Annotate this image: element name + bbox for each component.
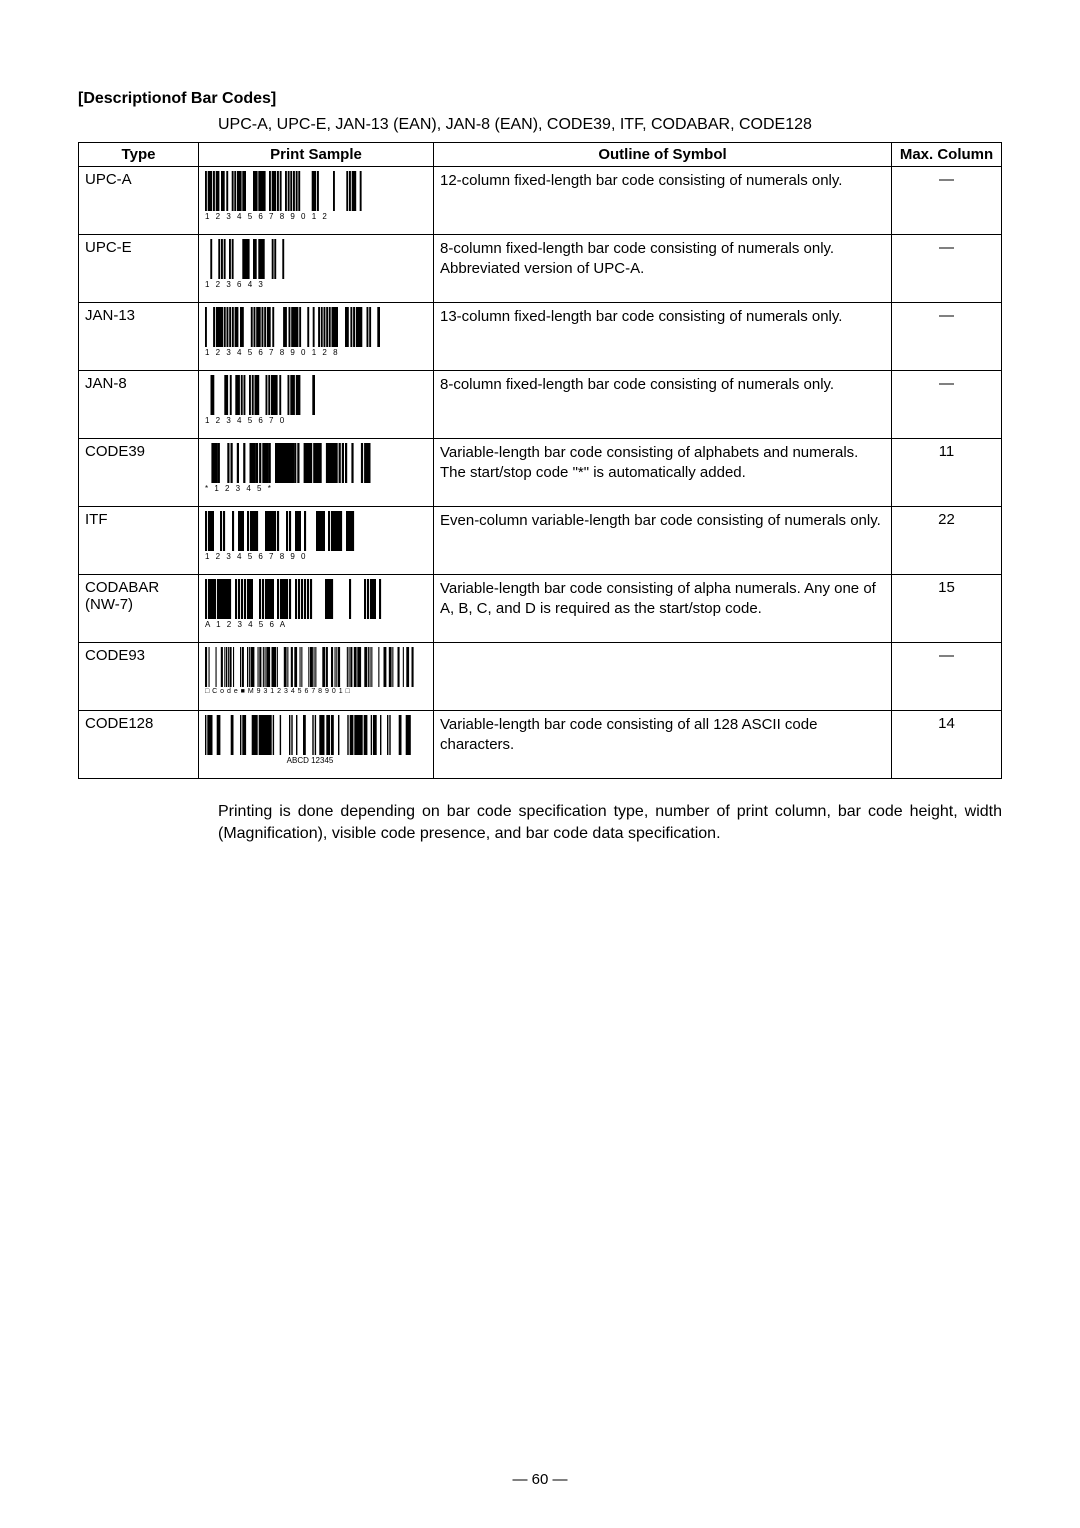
outline-cell: 12-column fixed-length bar code consisti… — [434, 167, 892, 235]
barcode-label: * 1 2 3 4 5 * — [205, 484, 380, 493]
max-column-cell: 22 — [892, 507, 1002, 575]
barcode-icon — [205, 511, 427, 551]
type-cell: CODABAR(NW-7) — [79, 575, 199, 643]
barcode-label: 1 2 3 4 5 6 7 8 9 0 1 2 — [205, 212, 365, 221]
outline-cell: Even-column variable-length bar code con… — [434, 507, 892, 575]
sample-cell: A 1 2 3 4 5 6 A — [199, 575, 434, 643]
outline-cell — [434, 643, 892, 711]
barcode-label: 1 2 3 4 5 6 7 0 — [205, 416, 315, 425]
type-cell: JAN-13 — [79, 303, 199, 371]
barcode-label: 1 2 3 4 5 6 7 8 9 0 1 2 8 — [205, 348, 380, 357]
footnote-text: Printing is done depending on bar code s… — [218, 801, 1002, 844]
header-sample: Print Sample — [199, 143, 434, 167]
table-row: UPC-A 1 2 3 4 5 6 7 8 9 0 1 2 12-column fi… — [79, 167, 1002, 235]
sample-cell: 1 2 3 4 5 6 7 8 9 0 1 2 — [199, 167, 434, 235]
outline-cell: 8-column fixed-length bar code consistin… — [434, 371, 892, 439]
barcode-icon — [205, 307, 427, 347]
header-outline: Outline of Symbol — [434, 143, 892, 167]
barcode-label: A 1 2 3 4 5 6 A — [205, 620, 385, 629]
header-max: Max. Column — [892, 143, 1002, 167]
section-subtitle: UPC-A, UPC-E, JAN-13 (EAN), JAN-8 (EAN),… — [218, 116, 1002, 134]
outline-cell: 8-column fixed-length bar code consistin… — [434, 235, 892, 303]
barcode-icon — [205, 715, 427, 755]
barcode-table: Type Print Sample Outline of Symbol Max.… — [78, 142, 1002, 779]
barcode-icon — [205, 579, 427, 619]
table-row: CODE128 ABCD 12345 Variable-length bar cod… — [79, 711, 1002, 779]
sample-cell: 1 2 3 4 5 6 7 0 — [199, 371, 434, 439]
max-column-cell: 11 — [892, 439, 1002, 507]
sample-cell: * 1 2 3 4 5 * — [199, 439, 434, 507]
table-row: JAN-13 1 2 3 4 5 6 7 8 9 0 1 2 8 13-column… — [79, 303, 1002, 371]
table-row: JAN-8 1 2 3 4 5 6 7 0 8-column fixed-lengt… — [79, 371, 1002, 439]
sample-cell: 1 2 3 4 5 6 7 8 9 0 1 2 8 — [199, 303, 434, 371]
outline-cell: Variable-length bar code consisting of a… — [434, 575, 892, 643]
outline-cell: Variable-length bar code consisting of a… — [434, 439, 892, 507]
sample-cell: 1 2 3 4 5 6 7 8 9 0 — [199, 507, 434, 575]
type-cell: JAN-8 — [79, 371, 199, 439]
max-column-cell: 14 — [892, 711, 1002, 779]
barcode-icon — [205, 171, 427, 211]
max-column-cell: — — [892, 235, 1002, 303]
max-column-cell: — — [892, 643, 1002, 711]
outline-cell: 13-column fixed-length bar code consisti… — [434, 303, 892, 371]
sample-cell: 1 2 3 6 4 3 — [199, 235, 434, 303]
type-cell: UPC-E — [79, 235, 199, 303]
barcode-icon — [205, 239, 427, 279]
barcode-label: □ C o d e ■ M 9 3 1 2 3 4 5 6 7 8 9 0 1 … — [205, 688, 415, 695]
barcode-label: 1 2 3 4 5 6 7 8 9 0 — [205, 552, 355, 561]
max-column-cell: — — [892, 303, 1002, 371]
type-cell: CODE39 — [79, 439, 199, 507]
table-header-row: Type Print Sample Outline of Symbol Max.… — [79, 143, 1002, 167]
barcode-icon — [205, 647, 427, 687]
table-row: CODABAR(NW-7) A 1 2 3 4 5 6 A Variable-len… — [79, 575, 1002, 643]
type-cell: ITF — [79, 507, 199, 575]
section-heading: [Descriptionof Bar Codes] — [78, 90, 1002, 108]
barcode-icon — [205, 443, 427, 483]
barcode-icon — [205, 375, 427, 415]
barcode-label: 1 2 3 6 4 3 — [205, 280, 285, 289]
type-cell: UPC-A — [79, 167, 199, 235]
sample-cell: ABCD 12345 — [199, 711, 434, 779]
max-column-cell: 15 — [892, 575, 1002, 643]
page-number: — 60 — — [0, 1471, 1080, 1488]
barcode-label: ABCD 12345 — [205, 756, 415, 765]
outline-cell: Variable-length bar code consisting of a… — [434, 711, 892, 779]
type-cell: CODE93 — [79, 643, 199, 711]
table-row: UPC-E 1 2 3 6 4 3 8-column fixed-length ba… — [79, 235, 1002, 303]
max-column-cell: — — [892, 167, 1002, 235]
table-row: ITF 1 2 3 4 5 6 7 8 9 0 Even-column variab… — [79, 507, 1002, 575]
header-type: Type — [79, 143, 199, 167]
table-row: CODE93 □ C o d e ■ M 9 3 1 2 3 4 5 6 7 8 … — [79, 643, 1002, 711]
type-cell: CODE128 — [79, 711, 199, 779]
max-column-cell: — — [892, 371, 1002, 439]
table-row: CODE39 * 1 2 3 4 5 * Variable-length bar c… — [79, 439, 1002, 507]
sample-cell: □ C o d e ■ M 9 3 1 2 3 4 5 6 7 8 9 0 1 … — [199, 643, 434, 711]
